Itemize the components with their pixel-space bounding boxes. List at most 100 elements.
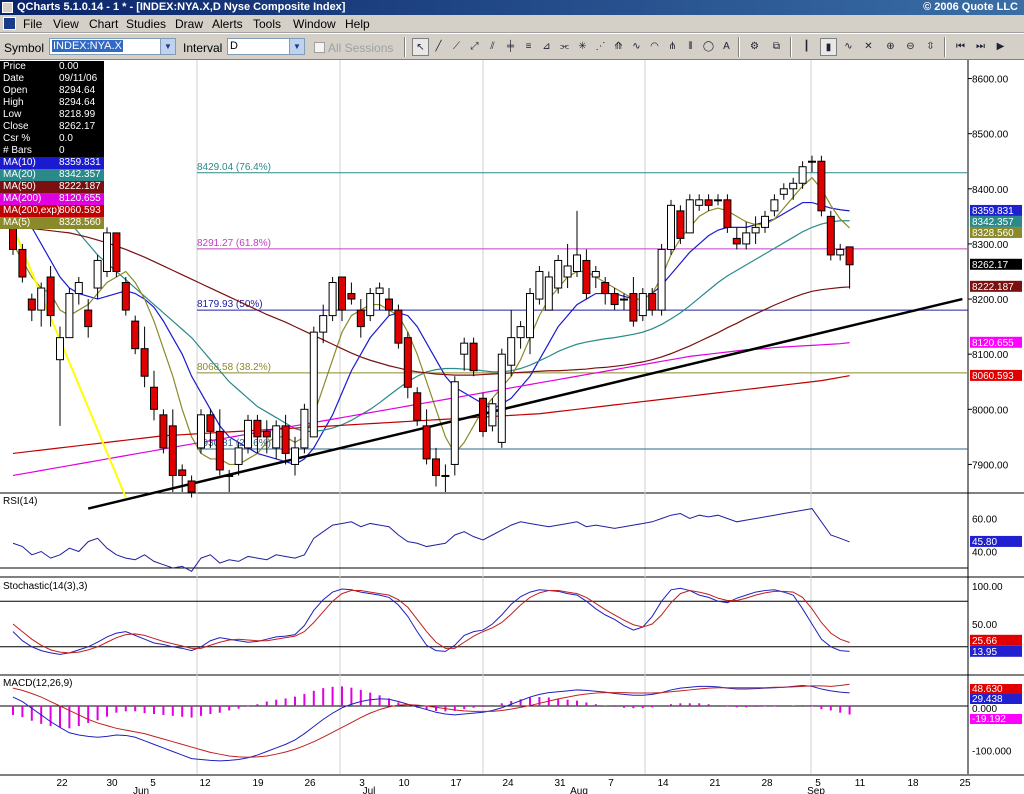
menu-file[interactable]: File [23, 17, 43, 31]
data-window-value: 8294.64 [59, 97, 96, 108]
data-window-row: Open 8294.64 [0, 85, 104, 97]
point-figure-icon[interactable]: ✕ [864, 41, 873, 52]
menu-chart[interactable]: Chart [89, 17, 119, 31]
price-badge [970, 226, 1022, 238]
menu-studies[interactable]: Studies [126, 17, 167, 31]
candle-body [723, 199, 732, 228]
candle-body [319, 315, 328, 333]
date-tick-label: 24 [502, 778, 514, 789]
candle-body [281, 425, 290, 454]
zoom-in-icon[interactable]: ⊕ [886, 41, 895, 52]
regression-tool-icon[interactable]: ⫘ [560, 41, 569, 52]
ellipse-tool-icon[interactable]: ◯ [702, 41, 715, 52]
menu-draw[interactable]: Draw [175, 17, 204, 31]
candle-body [676, 210, 685, 239]
month-label: Jun [133, 786, 149, 794]
scroll-end-icon[interactable]: ⏭ [976, 41, 985, 52]
candle-body [131, 320, 140, 350]
candle-body [168, 425, 177, 476]
candle-body [121, 282, 130, 311]
candle-body [225, 474, 234, 477]
candlestick-chart-icon[interactable]: ▮ [820, 38, 837, 56]
data-window-row: Close 8262.17 [0, 121, 104, 133]
ray-tool-icon[interactable]: ⟋ [453, 41, 460, 52]
candle-body [197, 414, 205, 449]
data-window-row: MA(50) 8222.187 [0, 181, 104, 193]
candle-body [836, 248, 845, 256]
candle-body [253, 419, 262, 438]
candle-body [432, 458, 440, 476]
bar-chart-icon[interactable]: ┃ [803, 41, 810, 52]
pointer-tool-icon[interactable]: ↖ [412, 38, 429, 56]
data-window-value: 09/11/06 [59, 73, 98, 84]
line-chart-icon[interactable]: ∿ [844, 41, 853, 52]
horizontal-line-tool-icon[interactable]: ╪ [506, 41, 515, 52]
candle-body [789, 182, 798, 190]
date-tick-label: 22 [56, 778, 68, 789]
trendline-tool-icon[interactable]: ╱ [435, 41, 442, 52]
all-sessions-checkbox[interactable] [314, 42, 325, 53]
fan-tool-icon[interactable]: ⟰ [614, 41, 623, 52]
candle-body [37, 287, 46, 311]
chevron-down-icon[interactable]: ▼ [160, 39, 175, 54]
chart-settings-icon[interactable]: ⚙ [750, 41, 759, 52]
data-window-label: MA(5) [3, 217, 31, 228]
data-window-row: High 8294.64 [0, 97, 104, 109]
symbol-combobox[interactable]: INDEX:NYA.X ▼ [49, 38, 176, 55]
rsi-badge [970, 535, 1022, 547]
parallel-lines-tool-icon[interactable]: ⫽ [490, 41, 495, 52]
andrews-pitchfork-icon[interactable]: ⋔ [668, 41, 677, 52]
candle-body [629, 293, 638, 322]
date-tick-label: 25 [959, 778, 971, 789]
support-trendline [87, 297, 963, 510]
text-tool-icon[interactable]: A [723, 41, 730, 52]
macd-badge-label: -19.192 [972, 714, 1006, 725]
data-window-label: Csr % [3, 133, 31, 144]
candle-body [742, 232, 751, 245]
candle-body [394, 309, 403, 344]
gann-tool-icon[interactable]: ✳ [578, 41, 587, 52]
speed-lines-tool-icon[interactable]: ⋰ [595, 41, 606, 52]
interval-combobox[interactable]: D ▼ [227, 38, 305, 55]
menu-view[interactable]: View [53, 17, 79, 31]
snap-icon[interactable]: ⧉ [772, 41, 781, 52]
toolbar: Symbol INDEX:NYA.X ▼ Interval D ▼ All Se… [0, 34, 1024, 60]
toolbar-separator [790, 37, 792, 57]
auto-scale-icon[interactable]: ⇳ [926, 41, 935, 52]
date-tick-label: 11 [855, 778, 866, 789]
fibonacci-tool-icon[interactable]: ≡ [525, 41, 532, 52]
cycle-tool-icon[interactable]: ∿ [632, 41, 641, 52]
menu-window[interactable]: Window [293, 17, 336, 31]
candle-body [18, 248, 27, 278]
copyright-notice: © 2006 Quote LLC [923, 1, 1018, 13]
data-window-row: Date 09/11/06 [0, 73, 104, 85]
price-badge [970, 215, 1022, 227]
candle-body [441, 474, 450, 477]
arc-tool-icon[interactable]: ◠ [650, 41, 659, 52]
channel-tool-icon[interactable]: ⊿ [542, 41, 551, 52]
menu-help[interactable]: Help [345, 17, 370, 31]
chevron-down-icon[interactable]: ▼ [289, 39, 304, 54]
scroll-right-icon[interactable]: ▶ [996, 41, 1005, 52]
document-icon[interactable] [3, 17, 16, 30]
moving-average-line [12, 171, 850, 432]
price-badge [970, 280, 1022, 292]
candle-body [535, 270, 544, 300]
menu-alerts[interactable]: Alerts [212, 17, 243, 31]
macd-badge-label: 29.438 [972, 694, 1003, 705]
macd-badge [970, 704, 1022, 714]
moving-average-line [12, 342, 850, 477]
menu-tools[interactable]: Tools [253, 17, 282, 31]
data-window-value: 8359.831 [59, 157, 101, 168]
candle-body [450, 381, 459, 465]
zoom-out-icon[interactable]: ⊖ [906, 41, 915, 52]
window-titlebar: QCharts 5.1.0.14 - 1 * - [INDEX:NYA.X,D … [0, 0, 1024, 15]
moving-average-line [12, 201, 850, 466]
candle-body [667, 204, 675, 250]
candle-body [808, 160, 816, 163]
scroll-start-icon[interactable]: ⏮ [956, 41, 965, 52]
time-zones-tool-icon[interactable]: ⦀ [688, 41, 693, 52]
candle-body [497, 353, 506, 443]
extended-line-tool-icon[interactable]: ⤢ [470, 41, 479, 52]
chart-canvas[interactable]: 7900.00 8000.00 8100.00 8200.00 8300.00 8400.… [0, 60, 1024, 794]
